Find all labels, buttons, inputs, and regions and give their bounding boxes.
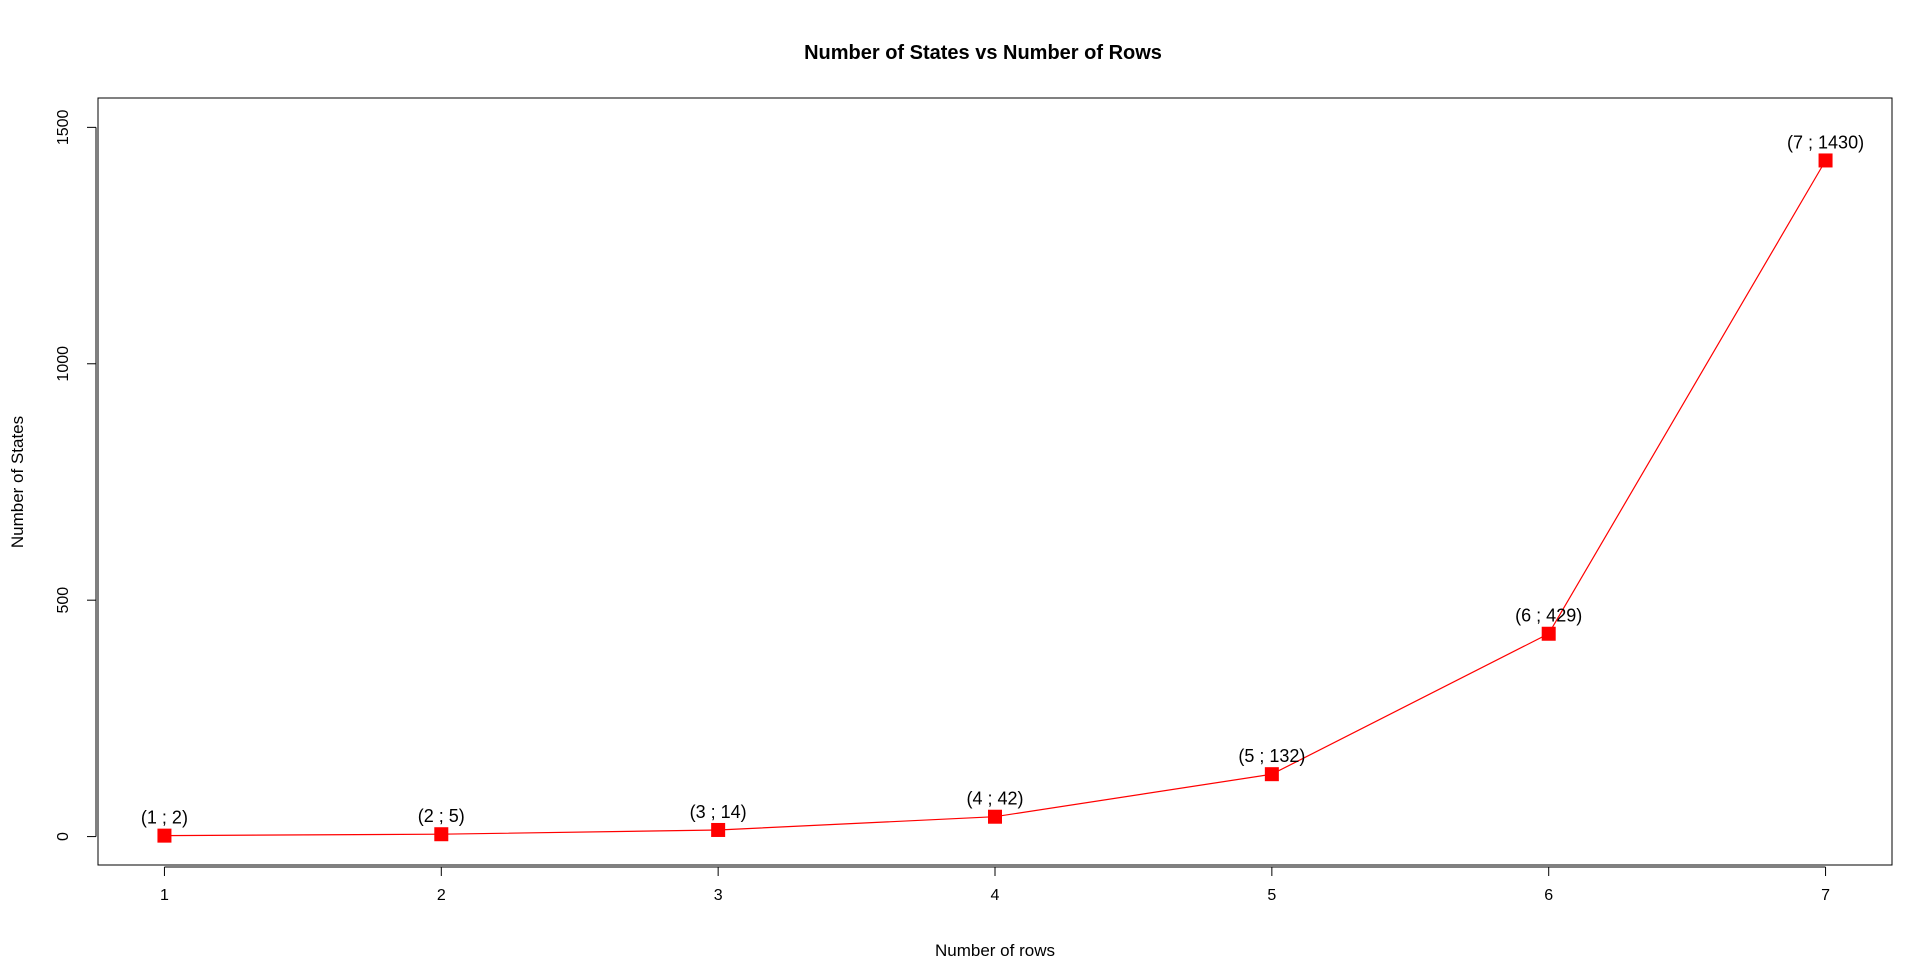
series-line: [164, 160, 1827, 837]
data-point: [988, 809, 1002, 824]
data-labels: (1 ; 2) (2 ; 5) (3 ; 14) (4 ; 42) (5 ; 132) (…: [141, 132, 1864, 827]
x-axis-label: Number of rows: [935, 941, 1055, 960]
data-point: [434, 827, 449, 842]
x-tick-label: 3: [714, 887, 723, 904]
data-label: (4 ; 42): [966, 789, 1023, 809]
y-axis-label: Number of States: [8, 416, 27, 548]
y-tick-label: 0: [55, 832, 72, 841]
x-tick-label: 1: [160, 887, 169, 904]
data-point: [711, 822, 726, 837]
plot-frame: [97, 97, 1893, 866]
x-tick-label: 4: [991, 887, 1000, 904]
data-label: (6 ; 429): [1515, 606, 1582, 626]
data-point: [1818, 153, 1833, 168]
data-label: (5 ; 132): [1238, 746, 1305, 766]
y-tick-label: 1000: [55, 346, 72, 382]
x-axis: 1 2 3 4 5 6 7: [160, 866, 1830, 904]
x-tick-label: 6: [1544, 887, 1553, 904]
x-tick-label: 7: [1821, 887, 1830, 904]
x-tick-label: 2: [437, 887, 446, 904]
data-label: (3 ; 14): [690, 802, 747, 822]
data-points: [157, 153, 1833, 843]
y-tick-label: 500: [55, 587, 72, 614]
data-point: [157, 828, 172, 843]
x-tick-label: 5: [1267, 887, 1276, 904]
y-axis: 0 500 1000 1500: [55, 109, 97, 841]
data-point: [1264, 767, 1279, 782]
data-label: (7 ; 1430): [1787, 132, 1864, 152]
y-tick-label: 1500: [55, 109, 72, 145]
chart-title: Number of States vs Number of Rows: [804, 42, 1162, 64]
data-label: (1 ; 2): [141, 808, 188, 828]
data-label: (2 ; 5): [418, 806, 465, 826]
data-point: [1541, 626, 1556, 641]
